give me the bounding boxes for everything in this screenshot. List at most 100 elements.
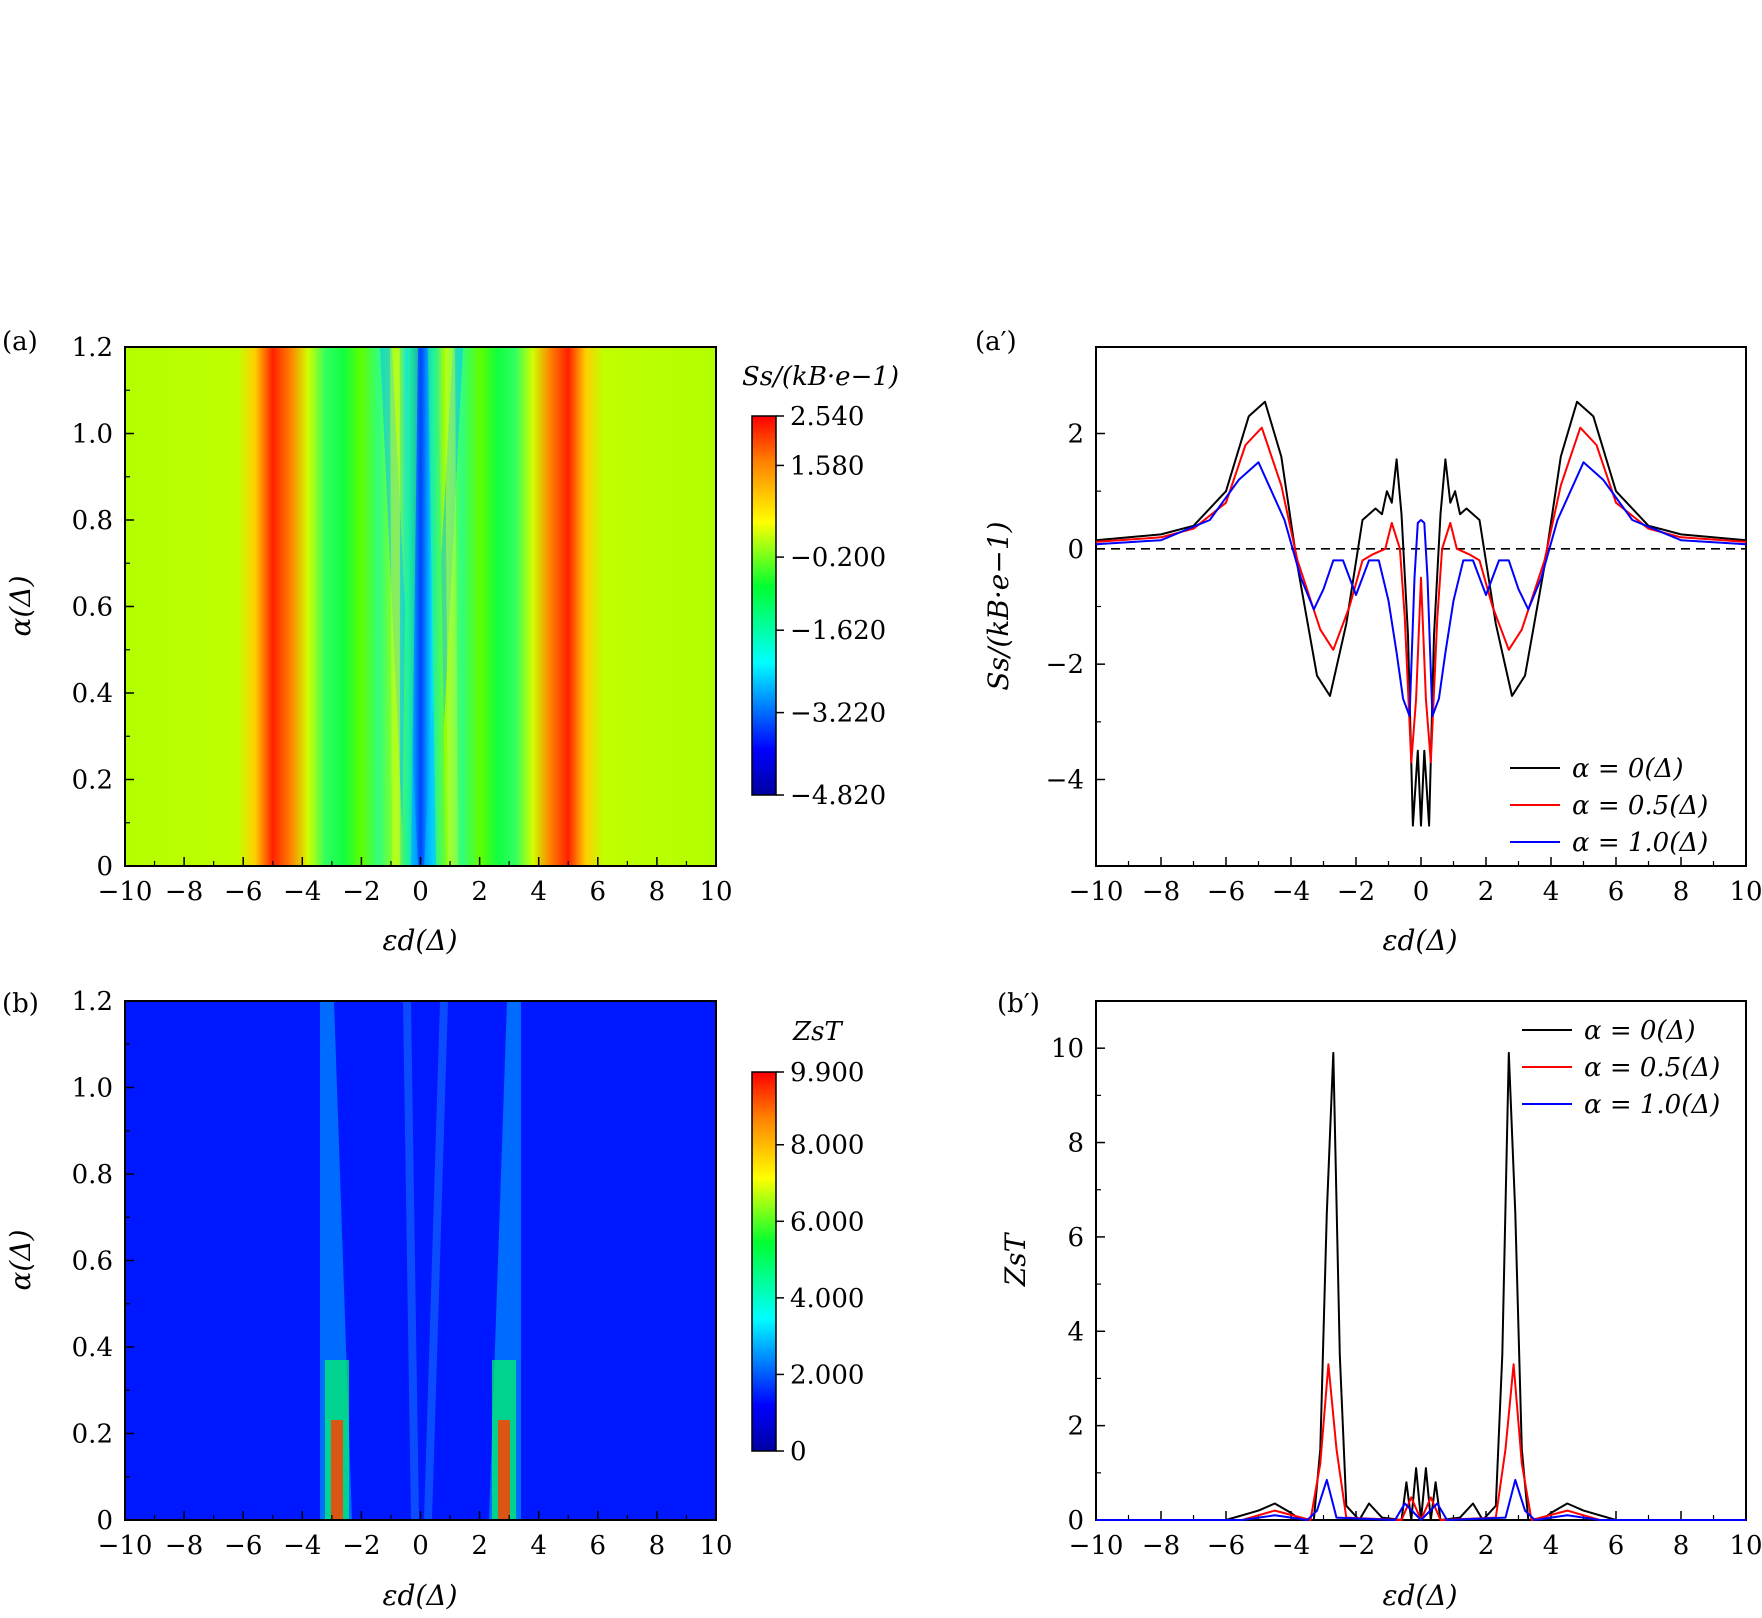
x-tick-label: 10: [699, 1531, 732, 1561]
heatmap-b-field: [125, 1001, 716, 1520]
x-tick-label: −6: [1207, 877, 1245, 907]
colorbar-a-label: Ss/(kB·e−1): [742, 362, 899, 392]
x-tick-label: −8: [165, 1531, 203, 1561]
axes-b: −10 −8 −6 −4 −2 0 2 4 6 8 10 0 0.2 0.4 0.6 0.8 1.0 1.2: [72, 987, 733, 1561]
x-tick-label: 8: [649, 877, 666, 907]
legend-entry: α = 0(Δ): [1572, 754, 1683, 784]
x-tick-label: 10: [1729, 877, 1762, 907]
legend-entry: α = 0.5(Δ): [1584, 1053, 1720, 1083]
panel-label-b-prime: (b′): [997, 989, 1040, 1019]
y-tick-label: 1.2: [72, 987, 113, 1017]
x-tick-label: −6: [1207, 1531, 1245, 1561]
y-tick-label: 0.8: [72, 1160, 113, 1190]
x-tick-label: −2: [342, 877, 380, 907]
x-tick-label: 4: [530, 877, 547, 907]
heatmap-a-field: [125, 347, 716, 866]
x-tick-label: −10: [1069, 877, 1124, 907]
colorbar-tick-label: 0: [790, 1437, 807, 1467]
heatmap-a-streaks: [380, 347, 463, 866]
colorbar-a-ticks: 2.540 1.580 −0.200 −1.620 −3.220 −4.820: [776, 402, 886, 811]
y-tick-label: 2: [1067, 420, 1084, 450]
panel-label-b: (b): [2, 989, 39, 1019]
y-tick-label: 8: [1067, 1129, 1084, 1159]
y-tick-label: 2: [1067, 1412, 1084, 1442]
x-tick-label: 4: [1543, 877, 1560, 907]
legend-entry: α = 0.5(Δ): [1572, 791, 1708, 821]
x-tick-label: 6: [590, 877, 607, 907]
series-lines-b-prime: [1096, 1051, 1746, 1521]
heatmap-a: [124, 346, 717, 867]
series-lines-a-prime: [1095, 400, 1747, 827]
x-tick-label: −2: [1337, 1531, 1375, 1561]
x-tick-label: 0: [1413, 1531, 1430, 1561]
x-tick-label: −10: [1069, 1531, 1124, 1561]
panel-label-a-prime: (a′): [975, 327, 1017, 357]
x-tick-label: 4: [1543, 1531, 1560, 1561]
x-tick-label: 0: [1413, 877, 1430, 907]
heatmap-b-peak-left-core: [331, 1420, 343, 1520]
colorbar-tick-label: −4.820: [790, 781, 886, 811]
x-tick-label: −4: [1272, 1531, 1310, 1561]
x-tick-label: 4: [530, 1531, 547, 1561]
x-tick-label: 8: [1673, 877, 1690, 907]
colorbar-tick-label: 1.580: [790, 451, 864, 481]
y-tick-label: 0: [96, 852, 113, 882]
series-line: [1096, 1478, 1746, 1521]
y-tick-label: 0.6: [72, 593, 113, 623]
x-tick-label: 8: [649, 1531, 666, 1561]
x-tick-label: −4: [283, 1531, 321, 1561]
y-tick-label: 6: [1067, 1223, 1084, 1253]
panel-label-a: (a): [2, 327, 38, 357]
y-tick-label: 0.2: [72, 1420, 113, 1450]
heatmap-b-band-left: [403, 1001, 419, 1520]
colorbar-tick-label: 9.900: [790, 1058, 864, 1088]
x-tick-label: 2: [1478, 877, 1495, 907]
x-tick-label: 6: [590, 1531, 607, 1561]
y-tick-label: 0.4: [72, 679, 113, 709]
x-tick-label: 8: [1673, 1531, 1690, 1561]
y-tick-label: 0: [1067, 1506, 1084, 1536]
x-tick-label: −10: [98, 877, 153, 907]
colorbar-tick-label: 2.540: [790, 402, 864, 432]
colorbar-tick-label: 4.000: [790, 1284, 864, 1314]
x-tick-label: −2: [1337, 877, 1375, 907]
x-tick-label: −6: [224, 1531, 262, 1561]
legend-entry: α = 1.0(Δ): [1572, 828, 1708, 858]
legend-entry: α = 0(Δ): [1584, 1016, 1695, 1046]
xlabel-a: εd(Δ): [382, 924, 457, 957]
series-line: [1096, 1051, 1746, 1521]
y-tick-label: 0.4: [72, 1333, 113, 1363]
xlabel-a-prime: εd(Δ): [1382, 924, 1457, 957]
legend-a-prime: α = 0(Δ) α = 0.5(Δ) α = 1.0(Δ): [1510, 754, 1708, 858]
x-tick-label: 6: [1608, 1531, 1625, 1561]
y-tick-label: −2: [1046, 650, 1084, 680]
colorbar-b-label: ZsT: [792, 1017, 843, 1047]
colorbar-tick-label: 6.000: [790, 1207, 864, 1237]
x-tick-label: −2: [342, 1531, 380, 1561]
x-tick-label: −10: [98, 1531, 153, 1561]
series-line: [1095, 426, 1747, 764]
x-tick-label: 10: [699, 877, 732, 907]
ylabel-a: α(Δ): [4, 576, 37, 637]
y-tick-label: 0: [96, 1506, 113, 1536]
colorbar-a: [751, 415, 777, 796]
x-tick-label: −4: [1272, 877, 1310, 907]
series-line: [1096, 1363, 1746, 1521]
x-tick-label: 6: [1608, 877, 1625, 907]
colorbar-tick-label: −3.220: [790, 699, 886, 729]
heatmap-b: [124, 1000, 717, 1521]
legend-b-prime: α = 0(Δ) α = 0.5(Δ) α = 1.0(Δ): [1522, 1016, 1720, 1120]
y-tick-label: 10: [1051, 1034, 1084, 1064]
axes-a-prime: −10 −8 −6 −4 −2 0 2 4 6 8 10 −4 −2 0 2: [1046, 420, 1762, 908]
x-tick-label: 10: [1729, 1531, 1762, 1561]
xlabel-b: εd(Δ): [382, 1579, 457, 1612]
y-tick-label: 1.2: [72, 333, 113, 363]
y-tick-label: 0.2: [72, 766, 113, 796]
x-tick-label: −6: [224, 877, 262, 907]
y-tick-label: 0.8: [72, 506, 113, 536]
axes-a: −10 −8 −6 −4 −2 0 2 4 6 8 10 0 0.2 0.4 0.6 0.8 1.0 1.2: [72, 333, 733, 907]
x-tick-label: −4: [283, 877, 321, 907]
x-tick-label: 2: [1478, 1531, 1495, 1561]
plot-frame-a-prime: [1095, 346, 1747, 867]
